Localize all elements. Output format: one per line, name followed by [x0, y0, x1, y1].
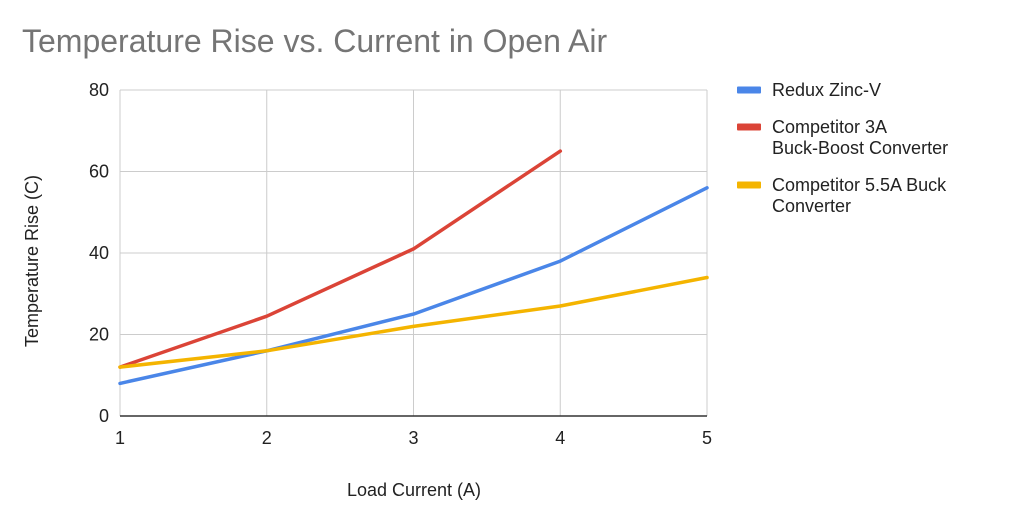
series-lines	[118, 149, 709, 386]
x-axis-ticks: 1 2 3 4 5	[115, 428, 712, 448]
gridlines	[119, 89, 708, 416]
x-tick-label: 3	[408, 428, 418, 448]
x-tick-label: 2	[262, 428, 272, 448]
legend-label: Competitor 3A	[772, 117, 887, 137]
legend-label: Redux Zinc-V	[772, 80, 881, 100]
series-line-3	[118, 275, 709, 369]
series-line-1	[118, 186, 709, 386]
y-tick-label: 60	[89, 162, 109, 182]
legend-swatch	[737, 181, 761, 189]
legend-label: Buck-Boost Converter	[772, 138, 948, 158]
chart-title: Temperature Rise vs. Current in Open Air	[22, 23, 607, 59]
x-tick-label: 4	[555, 428, 565, 448]
legend-swatch	[737, 123, 761, 131]
y-tick-label: 80	[89, 80, 109, 100]
y-tick-label: 20	[89, 325, 109, 345]
y-axis-label: Temperature Rise (C)	[22, 175, 42, 347]
legend-label: Competitor 5.5A Buck	[772, 175, 947, 195]
y-tick-label: 40	[89, 243, 109, 263]
x-tick-label: 5	[702, 428, 712, 448]
x-axis-label: Load Current (A)	[347, 480, 481, 500]
y-tick-label: 0	[99, 406, 109, 426]
y-axis-ticks: 0 20 40 60 80	[89, 80, 109, 426]
legend-item-1: Redux Zinc-V	[737, 80, 881, 100]
legend-swatch	[737, 86, 761, 94]
x-tick-label: 1	[115, 428, 125, 448]
series-line-2	[118, 149, 563, 369]
legend-label: Converter	[772, 196, 851, 216]
